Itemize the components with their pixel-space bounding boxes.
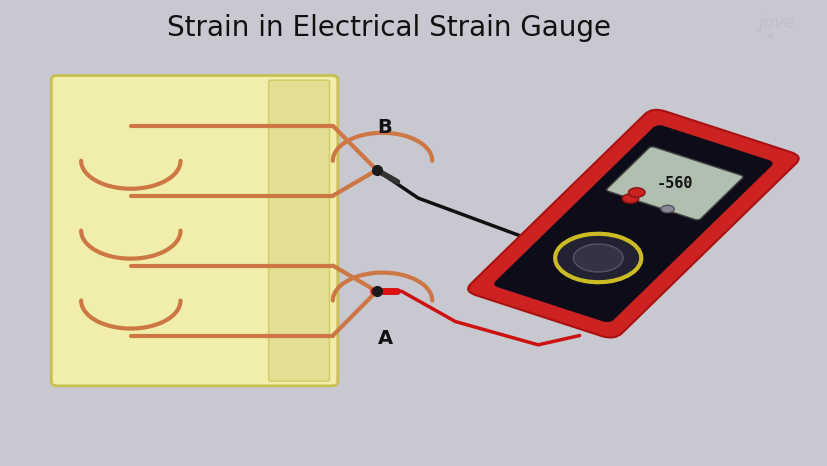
FancyBboxPatch shape [51, 75, 337, 386]
Circle shape [555, 234, 640, 282]
Text: jo: jo [757, 14, 772, 32]
Circle shape [573, 244, 622, 272]
Text: B: B [377, 118, 392, 137]
Circle shape [628, 188, 644, 197]
Text: Strain in Electrical Strain Gauge: Strain in Electrical Strain Gauge [167, 14, 610, 42]
Text: -560: -560 [656, 176, 692, 191]
Circle shape [622, 194, 638, 203]
FancyBboxPatch shape [494, 125, 772, 322]
Text: A: A [377, 329, 392, 348]
Text: ve: ve [773, 14, 795, 32]
Circle shape [660, 205, 673, 212]
FancyBboxPatch shape [606, 147, 742, 220]
FancyBboxPatch shape [467, 110, 798, 337]
FancyBboxPatch shape [268, 80, 329, 381]
